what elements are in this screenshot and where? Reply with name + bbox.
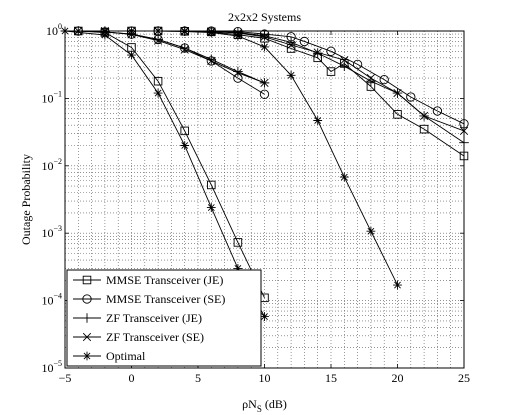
data-point [393, 88, 402, 98]
data-point [153, 26, 163, 36]
data-point [100, 30, 110, 40]
data-point [406, 92, 416, 102]
data-point [286, 40, 296, 50]
data-point [127, 26, 136, 36]
data-point [432, 106, 443, 116]
data-point [379, 74, 389, 85]
data-point [82, 351, 92, 361]
data-point [60, 26, 70, 36]
legend: MMSE Transceiver (JE) MMSE Transceiver (S… [66, 269, 262, 367]
series-line [64, 30, 265, 317]
legend-entry: MMSE Transceiver (JE) [73, 273, 223, 287]
data-point [259, 89, 270, 99]
data-point [180, 27, 190, 36]
data-point [74, 26, 83, 36]
data-point [339, 61, 350, 72]
data-point [459, 137, 469, 148]
data-point [153, 76, 163, 86]
data-point [233, 264, 243, 273]
data-point [233, 238, 243, 247]
data-point [233, 31, 243, 41]
legend-entry: Optimal [73, 349, 146, 363]
legend-label: MMSE Transceiver (JE) [106, 273, 223, 287]
data-point [179, 43, 190, 53]
chart-title: 2x2x2 Systems [228, 10, 301, 24]
data-point [366, 73, 376, 83]
legend-entry: MMSE Transceiver (SE) [73, 292, 225, 306]
data-point [259, 30, 270, 41]
data-point [260, 78, 269, 87]
data-point [206, 28, 216, 37]
data-point [260, 32, 269, 41]
legend-entry: ZF Transceiver (SE) [73, 330, 204, 344]
data-point [419, 124, 429, 134]
data-point [153, 88, 163, 98]
data-point [339, 172, 349, 182]
data-point [260, 42, 269, 52]
data-point [313, 48, 322, 57]
data-point [153, 36, 163, 45]
data-point [207, 180, 216, 190]
series-group [60, 26, 469, 321]
series-optimal [60, 26, 402, 321]
data-point [207, 56, 216, 66]
x-tick-label: 15 [325, 371, 337, 385]
legend-label: ZF Transceiver (JE) [106, 311, 202, 325]
data-point [127, 50, 136, 60]
legend-label: ZF Transceiver (SE) [106, 330, 204, 344]
data-point [299, 36, 310, 47]
data-point [326, 46, 336, 56]
legend-label: MMSE Transceiver (SE) [106, 292, 225, 306]
y-axis-label: Outage Probability [19, 154, 33, 245]
data-point [326, 67, 336, 76]
data-point [260, 312, 269, 321]
data-point [366, 226, 376, 236]
x-tick-label: 0 [129, 371, 135, 385]
legend-entry: ZF Transceiver (JE) [73, 311, 202, 325]
data-point [393, 110, 402, 119]
data-point [180, 45, 189, 54]
data-point [82, 332, 92, 342]
data-point [393, 280, 402, 290]
data-point [286, 70, 296, 80]
data-point [459, 119, 469, 129]
x-tick-label: 5 [195, 371, 201, 385]
x-tick-label: 25 [458, 371, 470, 385]
series-line [78, 30, 265, 298]
data-point [180, 126, 189, 136]
data-point [352, 59, 363, 70]
data-point [233, 68, 243, 77]
data-point [459, 126, 469, 135]
data-point [340, 55, 349, 65]
data-point [459, 151, 469, 161]
data-point [313, 116, 323, 125]
data-point [82, 294, 92, 304]
data-point [419, 111, 429, 121]
series-line [78, 30, 265, 84]
x-tick-label: 10 [259, 371, 271, 385]
legend-label: Optimal [106, 349, 146, 363]
data-point [180, 141, 190, 150]
x-tick-label: −5 [59, 371, 72, 385]
data-point [82, 275, 92, 285]
x-tick-label: 20 [392, 371, 404, 385]
x-axis-label: ρNS (dB) [242, 397, 287, 414]
data-point [206, 203, 216, 212]
data-point [82, 313, 92, 323]
